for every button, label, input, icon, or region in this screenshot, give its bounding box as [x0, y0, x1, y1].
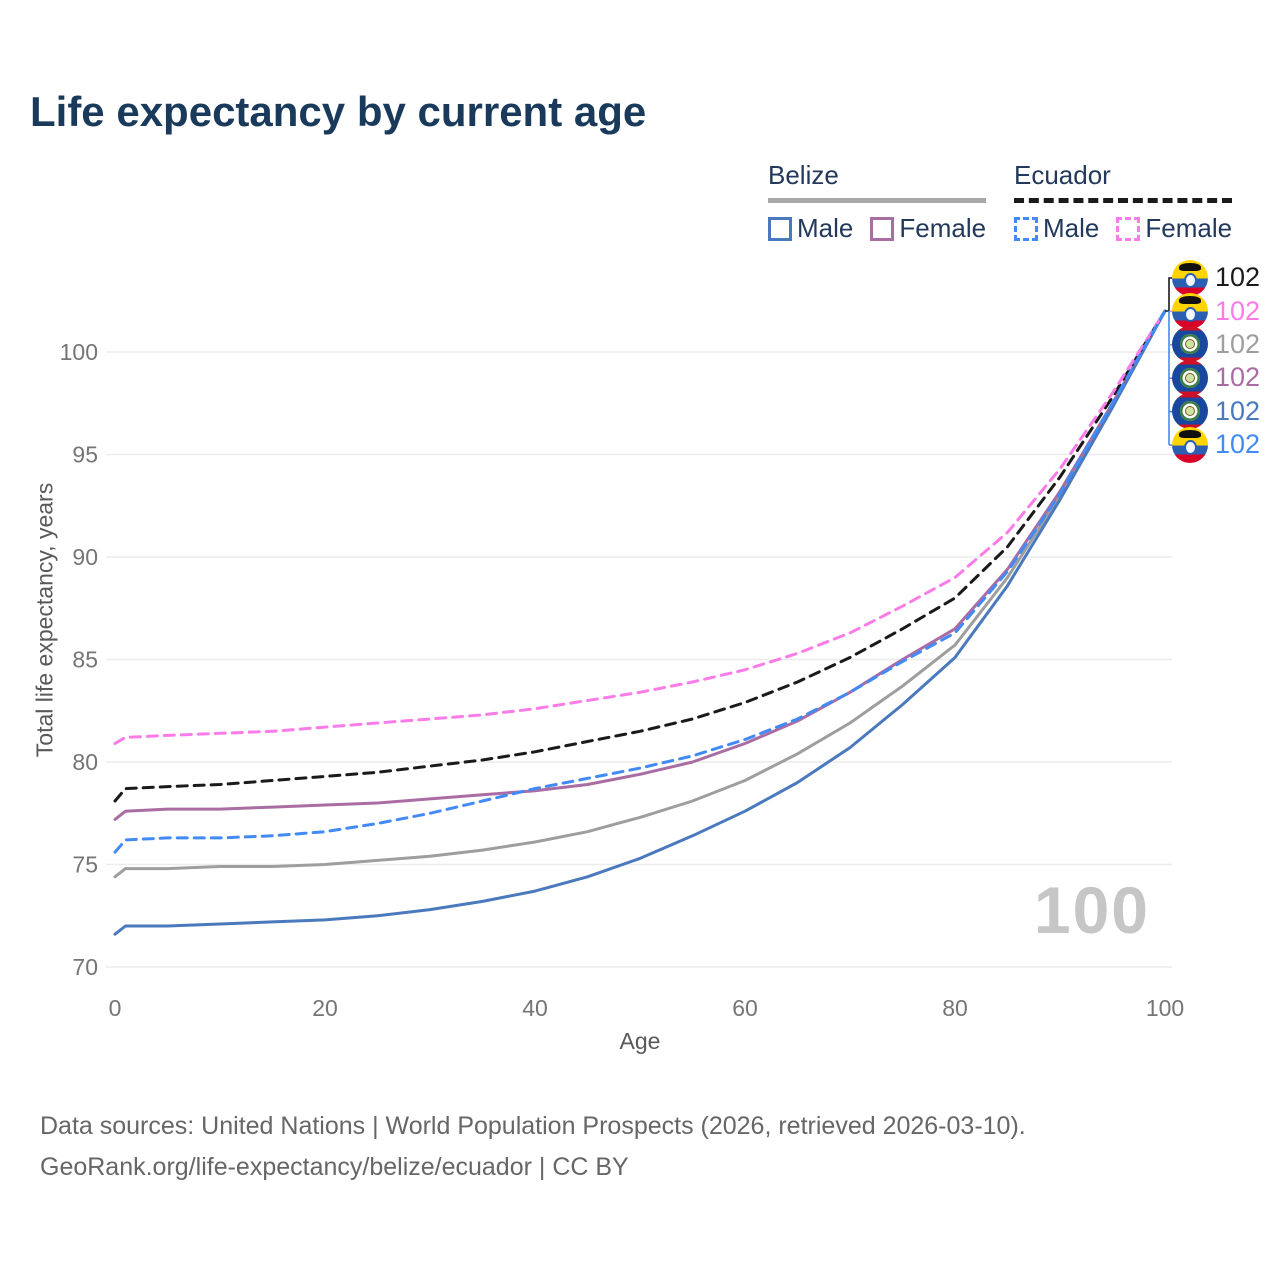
- y-tick-label: 85: [72, 647, 98, 673]
- legend-group-belize: Belize Male Female: [768, 160, 987, 244]
- x-tick-label: 40: [522, 995, 548, 1021]
- series-line-belize[interactable]: [113, 309, 1167, 879]
- series-line-belize-male[interactable]: [113, 309, 1167, 936]
- x-axis-title: Age: [619, 1028, 661, 1054]
- belize-male-swatch-icon: [768, 216, 792, 241]
- series-line-ecuador-female[interactable]: [113, 309, 1167, 745]
- endpoint-label-ecuador: 102: [1172, 259, 1261, 296]
- ecuador-male-swatch-icon: [1014, 216, 1038, 241]
- legend-item-ecuador-female[interactable]: Female: [1116, 213, 1232, 244]
- endpoint-value: 102: [1215, 295, 1261, 326]
- endpoint-label-belize-female: 102: [1172, 359, 1261, 396]
- flag-emblem: [1183, 306, 1197, 322]
- attribution-line: GeoRank.org/life-expectancy/belize/ecuad…: [40, 1153, 629, 1181]
- endpoint-label-ecuador-female: 102: [1172, 293, 1261, 330]
- endpoint-label-belize: 102: [1172, 326, 1261, 363]
- y-tick-label: 75: [72, 852, 98, 878]
- endpoint-value: 102: [1215, 429, 1261, 460]
- ecuador-female-swatch-icon: [1116, 216, 1141, 241]
- belize-flag-icon: [1172, 326, 1208, 363]
- legend-label: Female: [899, 213, 987, 243]
- endpoint-label-belize-male: 102: [1172, 393, 1261, 430]
- endpoint-value: 102: [1215, 262, 1261, 293]
- x-tick-label: 20: [312, 995, 338, 1021]
- y-tick-label: 80: [72, 749, 98, 775]
- leader-line: [1165, 277, 1174, 312]
- belize-flag-icon: [1172, 393, 1208, 430]
- endpoint-labels: 102 102 102 102 102 102: [1172, 259, 1261, 463]
- belize-solid-line-swatch: [768, 198, 987, 203]
- x-tick-label: 80: [942, 995, 968, 1021]
- legend-label: Female: [1145, 213, 1233, 243]
- flag-emblem: [1183, 440, 1197, 456]
- age-watermark: 100: [1033, 873, 1150, 947]
- ecuador-dashed-line-swatch: [1014, 198, 1233, 203]
- legend-item-belize-female[interactable]: Female: [870, 213, 986, 244]
- x-tick-label: 100: [1146, 995, 1184, 1021]
- series-line-ecuador-male[interactable]: [113, 309, 1167, 854]
- ecuador-flag-icon: [1172, 259, 1208, 296]
- data-source-line: Data sources: United Nations | World Pop…: [40, 1112, 1026, 1140]
- y-axis-title: Total life expectancy, years: [31, 482, 58, 758]
- legend-group-ecuador: Ecuador Male Female: [1014, 160, 1233, 244]
- y-tick-label: 90: [72, 544, 98, 570]
- data-source-note: Data sources: United Nations | World Pop…: [40, 1106, 1026, 1188]
- endpoint-label-ecuador-male: 102: [1172, 426, 1261, 463]
- page-title: Life expectancy by current age: [30, 88, 647, 135]
- legend-header-belize-label: Belize: [768, 160, 839, 190]
- ecuador-flag-icon: [1172, 426, 1208, 463]
- endpoint-value: 102: [1215, 395, 1261, 426]
- legend-header-ecuador-label: Ecuador: [1014, 160, 1111, 190]
- belize-female-swatch-icon: [870, 216, 895, 241]
- flag-emblem: [1180, 401, 1200, 422]
- legend-label: Male: [797, 213, 854, 243]
- legend-item-belize-male[interactable]: Male: [768, 213, 853, 244]
- flag-emblem: [1183, 273, 1197, 289]
- endpoint-value: 102: [1215, 328, 1261, 359]
- legend-header-belize[interactable]: Belize: [768, 160, 987, 203]
- flag-emblem: [1180, 367, 1200, 388]
- legend-item-ecuador-male[interactable]: Male: [1014, 213, 1099, 244]
- series-line-belize-female[interactable]: [113, 309, 1167, 821]
- series-line-ecuador[interactable]: [113, 309, 1167, 803]
- ecuador-flag-icon: [1172, 293, 1208, 330]
- legend-header-ecuador[interactable]: Ecuador: [1014, 160, 1233, 203]
- y-tick-label: 95: [72, 442, 98, 468]
- y-tick-label: 70: [72, 954, 98, 980]
- x-tick-label: 0: [109, 995, 122, 1021]
- legend-label: Male: [1043, 213, 1100, 243]
- flag-emblem: [1180, 334, 1200, 355]
- x-tick-label: 60: [732, 995, 758, 1021]
- endpoint-value: 102: [1215, 362, 1261, 393]
- belize-flag-icon: [1172, 359, 1208, 396]
- y-tick-label: 100: [60, 339, 98, 365]
